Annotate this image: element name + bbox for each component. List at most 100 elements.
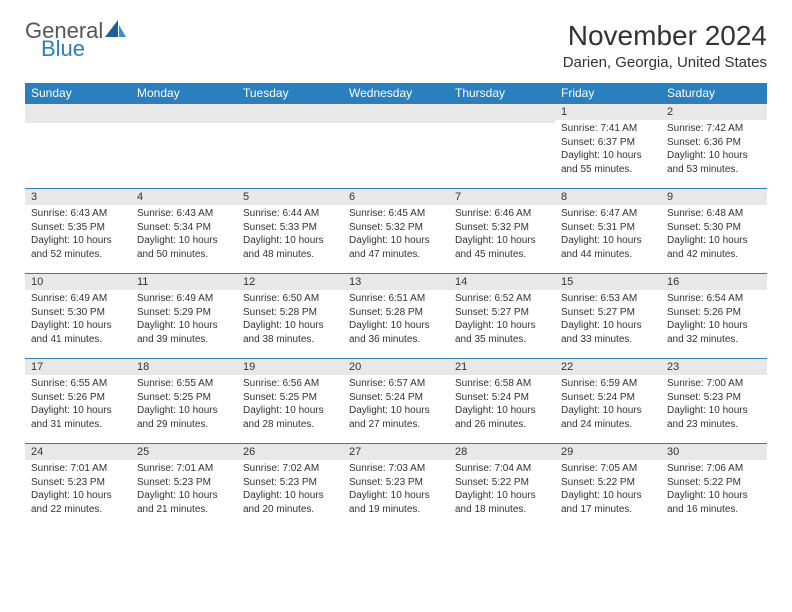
calendar-day-cell: 19Sunrise: 6:56 AMSunset: 5:25 PMDayligh…: [237, 359, 343, 444]
day-number: 28: [449, 444, 555, 460]
day-line: Daylight: 10 hours and 20 minutes.: [243, 489, 337, 516]
day-number: 24: [25, 444, 131, 460]
day-line: Sunrise: 7:42 AM: [667, 122, 761, 136]
calendar-day-cell: 18Sunrise: 6:55 AMSunset: 5:25 PMDayligh…: [131, 359, 237, 444]
day-content: Sunrise: 7:06 AMSunset: 5:22 PMDaylight:…: [661, 460, 767, 520]
calendar-day-cell: 21Sunrise: 6:58 AMSunset: 5:24 PMDayligh…: [449, 359, 555, 444]
day-line: Daylight: 10 hours and 33 minutes.: [561, 319, 655, 346]
day-line: Sunrise: 6:58 AM: [455, 377, 549, 391]
day-number: 5: [237, 189, 343, 205]
weekday-header-row: SundayMondayTuesdayWednesdayThursdayFrid…: [25, 83, 767, 104]
day-line: Daylight: 10 hours and 52 minutes.: [31, 234, 125, 261]
day-content: Sunrise: 7:01 AMSunset: 5:23 PMDaylight:…: [131, 460, 237, 520]
weekday-header: Sunday: [25, 83, 131, 104]
day-number: 22: [555, 359, 661, 375]
day-number: 12: [237, 274, 343, 290]
day-number: 2: [661, 104, 767, 120]
calendar-empty-cell: [237, 104, 343, 189]
day-line: Sunrise: 7:05 AM: [561, 462, 655, 476]
day-line: Sunrise: 7:06 AM: [667, 462, 761, 476]
calendar-day-cell: 28Sunrise: 7:04 AMSunset: 5:22 PMDayligh…: [449, 444, 555, 529]
day-line: Daylight: 10 hours and 19 minutes.: [349, 489, 443, 516]
day-line: Daylight: 10 hours and 48 minutes.: [243, 234, 337, 261]
calendar-day-cell: 25Sunrise: 7:01 AMSunset: 5:23 PMDayligh…: [131, 444, 237, 529]
weekday-header: Monday: [131, 83, 237, 104]
calendar-week-row: 1Sunrise: 7:41 AMSunset: 6:37 PMDaylight…: [25, 104, 767, 189]
day-line: Sunset: 5:23 PM: [243, 476, 337, 490]
day-number: [449, 104, 555, 123]
weekday-header: Friday: [555, 83, 661, 104]
day-content: Sunrise: 7:42 AMSunset: 6:36 PMDaylight:…: [661, 120, 767, 180]
day-line: Sunset: 5:35 PM: [31, 221, 125, 235]
calendar-empty-cell: [131, 104, 237, 189]
day-number: [237, 104, 343, 123]
day-number: 21: [449, 359, 555, 375]
day-line: Sunset: 5:22 PM: [455, 476, 549, 490]
day-line: Sunrise: 6:43 AM: [31, 207, 125, 221]
day-line: Daylight: 10 hours and 22 minutes.: [31, 489, 125, 516]
day-line: Sunset: 5:24 PM: [561, 391, 655, 405]
day-line: Sunset: 5:24 PM: [455, 391, 549, 405]
day-line: Sunset: 5:30 PM: [667, 221, 761, 235]
header: General Blue November 2024 Darien, Georg…: [25, 20, 767, 71]
day-line: Sunrise: 6:48 AM: [667, 207, 761, 221]
day-line: Sunset: 5:23 PM: [137, 476, 231, 490]
day-line: Sunset: 5:31 PM: [561, 221, 655, 235]
calendar-day-cell: 23Sunrise: 7:00 AMSunset: 5:23 PMDayligh…: [661, 359, 767, 444]
day-content: Sunrise: 6:46 AMSunset: 5:32 PMDaylight:…: [449, 205, 555, 265]
day-content: Sunrise: 6:43 AMSunset: 5:34 PMDaylight:…: [131, 205, 237, 265]
day-line: Daylight: 10 hours and 21 minutes.: [137, 489, 231, 516]
calendar-day-cell: 27Sunrise: 7:03 AMSunset: 5:23 PMDayligh…: [343, 444, 449, 529]
day-content: Sunrise: 6:44 AMSunset: 5:33 PMDaylight:…: [237, 205, 343, 265]
day-line: Sunset: 5:28 PM: [243, 306, 337, 320]
day-content: Sunrise: 6:55 AMSunset: 5:25 PMDaylight:…: [131, 375, 237, 435]
title-block: November 2024 Darien, Georgia, United St…: [563, 20, 767, 71]
day-line: Sunset: 5:25 PM: [243, 391, 337, 405]
logo-text-blue: Blue: [41, 38, 127, 60]
day-line: Sunset: 5:26 PM: [31, 391, 125, 405]
day-line: Sunrise: 6:49 AM: [137, 292, 231, 306]
day-number: 14: [449, 274, 555, 290]
day-line: Sunset: 6:37 PM: [561, 136, 655, 150]
day-line: Sunrise: 7:41 AM: [561, 122, 655, 136]
calendar-day-cell: 17Sunrise: 6:55 AMSunset: 5:26 PMDayligh…: [25, 359, 131, 444]
day-line: Sunrise: 6:56 AM: [243, 377, 337, 391]
day-line: Sunset: 5:32 PM: [455, 221, 549, 235]
day-line: Daylight: 10 hours and 39 minutes.: [137, 319, 231, 346]
day-line: Sunset: 5:23 PM: [349, 476, 443, 490]
day-line: Daylight: 10 hours and 32 minutes.: [667, 319, 761, 346]
day-number: 3: [25, 189, 131, 205]
day-number: [343, 104, 449, 123]
calendar-day-cell: 11Sunrise: 6:49 AMSunset: 5:29 PMDayligh…: [131, 274, 237, 359]
day-line: Daylight: 10 hours and 50 minutes.: [137, 234, 231, 261]
day-line: Daylight: 10 hours and 53 minutes.: [667, 149, 761, 176]
calendar-day-cell: 20Sunrise: 6:57 AMSunset: 5:24 PMDayligh…: [343, 359, 449, 444]
location: Darien, Georgia, United States: [563, 54, 767, 71]
calendar-day-cell: 9Sunrise: 6:48 AMSunset: 5:30 PMDaylight…: [661, 189, 767, 274]
day-number: 17: [25, 359, 131, 375]
day-content: Sunrise: 6:56 AMSunset: 5:25 PMDaylight:…: [237, 375, 343, 435]
day-content: Sunrise: 6:53 AMSunset: 5:27 PMDaylight:…: [555, 290, 661, 350]
day-line: Sunrise: 6:45 AM: [349, 207, 443, 221]
day-number: 16: [661, 274, 767, 290]
day-line: Sunrise: 7:02 AM: [243, 462, 337, 476]
day-content: Sunrise: 7:03 AMSunset: 5:23 PMDaylight:…: [343, 460, 449, 520]
day-number: 13: [343, 274, 449, 290]
calendar-day-cell: 3Sunrise: 6:43 AMSunset: 5:35 PMDaylight…: [25, 189, 131, 274]
day-content: Sunrise: 6:54 AMSunset: 5:26 PMDaylight:…: [661, 290, 767, 350]
day-line: Sunrise: 6:44 AM: [243, 207, 337, 221]
day-line: Sunrise: 7:01 AM: [31, 462, 125, 476]
calendar-day-cell: 22Sunrise: 6:59 AMSunset: 5:24 PMDayligh…: [555, 359, 661, 444]
calendar-week-row: 10Sunrise: 6:49 AMSunset: 5:30 PMDayligh…: [25, 274, 767, 359]
day-content: Sunrise: 7:02 AMSunset: 5:23 PMDaylight:…: [237, 460, 343, 520]
calendar-day-cell: 13Sunrise: 6:51 AMSunset: 5:28 PMDayligh…: [343, 274, 449, 359]
day-line: Sunrise: 6:46 AM: [455, 207, 549, 221]
day-content: Sunrise: 7:41 AMSunset: 6:37 PMDaylight:…: [555, 120, 661, 180]
day-line: Daylight: 10 hours and 41 minutes.: [31, 319, 125, 346]
weekday-header: Tuesday: [237, 83, 343, 104]
calendar-week-row: 24Sunrise: 7:01 AMSunset: 5:23 PMDayligh…: [25, 444, 767, 529]
day-line: Sunrise: 6:53 AM: [561, 292, 655, 306]
day-content: Sunrise: 6:43 AMSunset: 5:35 PMDaylight:…: [25, 205, 131, 265]
logo: General Blue: [25, 20, 127, 60]
calendar-empty-cell: [343, 104, 449, 189]
